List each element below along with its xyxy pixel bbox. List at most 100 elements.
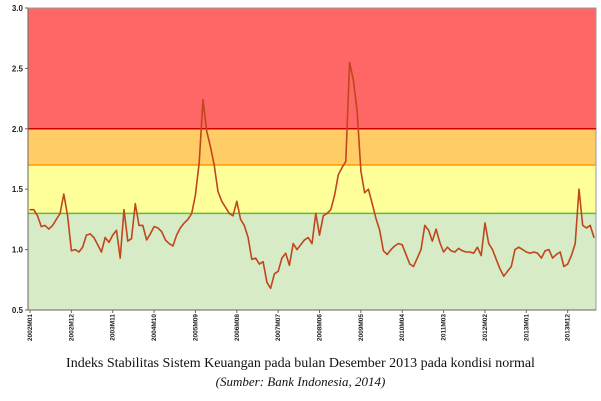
data-point (247, 236, 249, 239)
data-point (555, 253, 558, 256)
data-point (255, 257, 257, 259)
data-point (521, 249, 524, 251)
data-point (570, 255, 573, 257)
threshold-lines (28, 128, 596, 215)
data-point (450, 250, 452, 252)
data-point (540, 257, 542, 259)
data-point (285, 252, 287, 254)
data-point (352, 79, 354, 82)
data-point (209, 146, 212, 148)
data-point (379, 229, 381, 231)
data-point (330, 209, 332, 211)
data-point (142, 224, 144, 227)
y-tick-label-4: 1.0 (12, 246, 24, 255)
data-point (315, 212, 317, 214)
data-point (63, 193, 65, 195)
data-point (258, 263, 260, 265)
data-point (70, 250, 72, 252)
x-tick-label-4: 2005M09 (192, 314, 199, 341)
data-point (397, 242, 400, 245)
data-point (533, 251, 535, 253)
data-point (322, 215, 324, 217)
data-point (97, 244, 99, 246)
data-point (33, 209, 35, 211)
data-point (89, 233, 91, 235)
x-tick-label-3: 2004M10 (151, 314, 158, 341)
data-point (59, 212, 61, 214)
data-point (191, 212, 193, 214)
data-point (115, 229, 118, 231)
data-point (390, 249, 392, 251)
data-point (552, 257, 554, 259)
data-point (307, 236, 309, 239)
data-point (232, 215, 234, 217)
zone-band-0 (28, 8, 596, 129)
series-points-0 (29, 61, 595, 289)
data-point (371, 203, 373, 205)
data-point (127, 240, 129, 242)
x-tick-label-11: 2012M02 (482, 314, 489, 341)
data-point (375, 217, 377, 219)
data-point (537, 252, 539, 254)
data-point (74, 249, 76, 251)
data-point (544, 250, 546, 252)
data-point (243, 224, 245, 227)
y-tick-label-0: 3.0 (12, 4, 24, 13)
data-point (518, 246, 520, 248)
y-tick-label-3: 1.5 (12, 185, 24, 194)
data-point (341, 166, 343, 169)
data-point (48, 228, 50, 230)
data-point (458, 247, 460, 249)
zone-band-2 (28, 165, 596, 214)
data-point (345, 160, 347, 163)
data-point (356, 110, 358, 112)
data-point (412, 265, 415, 268)
data-point (239, 218, 242, 220)
series-group (29, 61, 595, 290)
x-tick-label-7: 2008M06 (317, 314, 324, 341)
data-point (574, 242, 576, 245)
data-point (217, 191, 219, 193)
data-point (484, 222, 486, 224)
data-point (529, 252, 531, 254)
data-point (503, 275, 505, 277)
data-point (405, 253, 407, 256)
data-point (251, 258, 253, 260)
data-point (187, 218, 189, 220)
data-point (270, 287, 272, 289)
data-point (300, 244, 302, 246)
caption-title: Indeks Stabilitas Sistem Keuangan pada b… (66, 356, 535, 371)
data-point (149, 233, 151, 235)
data-point (514, 249, 516, 251)
data-point (130, 238, 133, 240)
data-point (224, 206, 227, 208)
data-point (213, 164, 215, 166)
data-point (578, 188, 580, 190)
data-point (431, 240, 433, 242)
data-point (567, 263, 569, 265)
zone-band-3 (28, 213, 596, 310)
zone-band-1 (28, 128, 596, 166)
data-point (138, 224, 140, 227)
zone-bands (27, 7, 597, 311)
data-point (78, 251, 80, 253)
data-point (420, 249, 422, 251)
data-point (153, 226, 155, 228)
data-point (104, 236, 106, 239)
data-point (183, 222, 185, 224)
data-point (506, 270, 509, 272)
data-point (589, 224, 591, 227)
data-point (172, 245, 174, 247)
data-point (228, 212, 230, 214)
data-point (67, 215, 69, 217)
data-point (108, 241, 110, 243)
data-point (194, 194, 197, 196)
data-point (311, 242, 313, 245)
data-point (198, 162, 200, 164)
data-point (326, 212, 328, 214)
data-point (563, 265, 565, 268)
data-point (349, 61, 351, 63)
data-point (454, 251, 456, 253)
data-point (488, 242, 490, 245)
data-point (51, 224, 54, 227)
